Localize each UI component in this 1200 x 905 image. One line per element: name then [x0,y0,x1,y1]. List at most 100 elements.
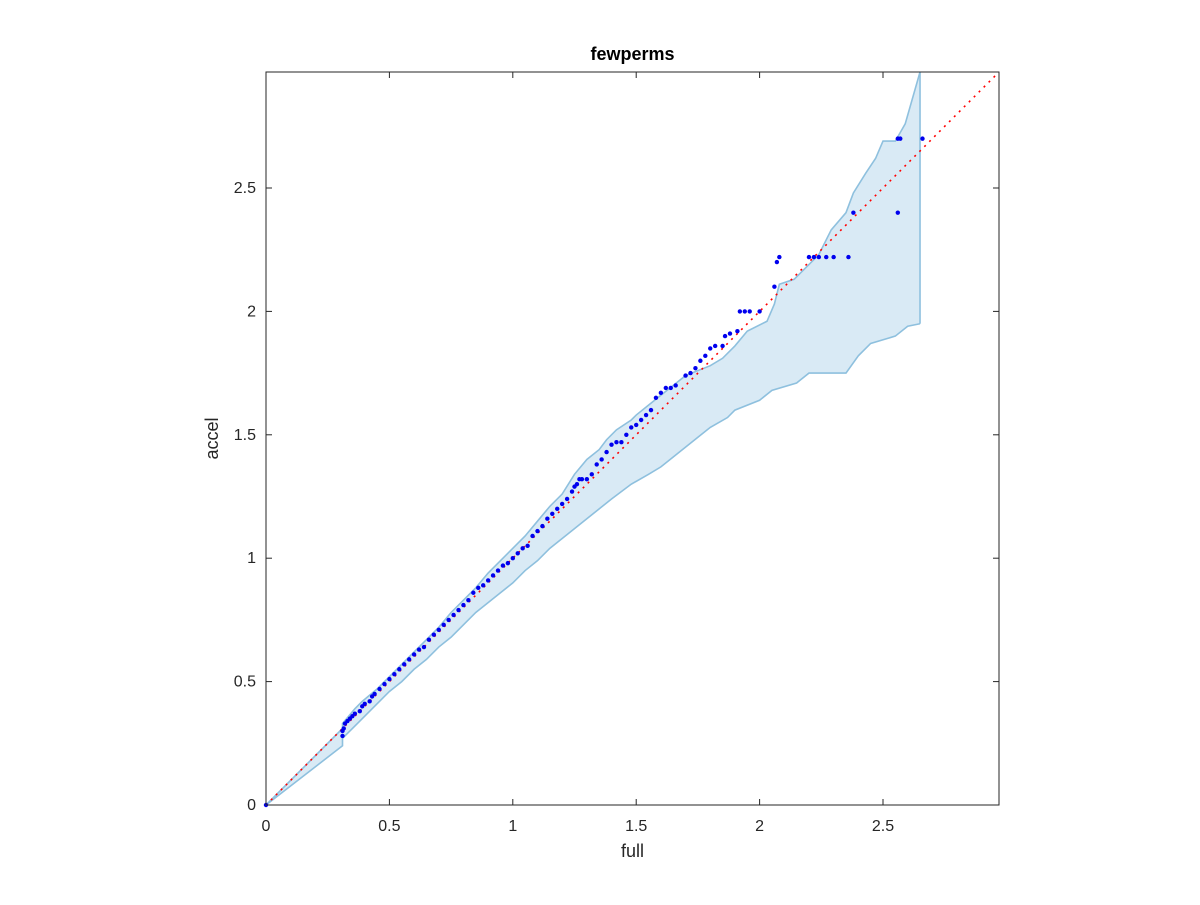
data-point [480,583,486,588]
data-point [387,676,392,682]
data-point [579,477,585,482]
data-point [589,472,594,477]
x-tick-label: 0.5 [378,818,400,835]
data-point [727,331,733,336]
data-point [653,395,659,400]
data-point [559,501,565,507]
data-point [341,726,346,731]
data-point [535,528,540,534]
data-point [604,449,609,455]
data-point [471,590,476,595]
data-point [688,370,693,376]
data-point [510,555,516,561]
data-point [476,585,481,591]
confidence-band-fill [266,72,921,805]
data-point [683,373,688,378]
data-point [747,309,752,314]
data-point [668,385,673,391]
data-point [397,667,402,672]
data-point [648,407,654,413]
confidence-band-layer [265,71,921,806]
data-point [757,309,762,314]
confidence-band-upper [265,71,921,806]
reference-line-layer [265,71,1000,806]
data-point [367,699,372,704]
data-point [372,691,377,697]
data-point [466,597,471,603]
data-point [584,477,590,482]
data-point [619,440,624,445]
data-point [895,210,901,215]
data-point [703,353,708,359]
data-point [772,284,777,289]
data-point [806,254,812,260]
y-tick-label: 2.5 [234,180,256,197]
data-point [624,432,629,437]
data-point [673,383,678,388]
data-point [643,412,649,418]
data-point [461,602,466,608]
data-point [698,358,703,363]
data-point [722,333,728,339]
data-point [416,647,422,652]
x-tick-label: 2.5 [872,818,894,835]
data-point [811,254,817,260]
data-point [638,417,644,423]
data-point [737,309,743,314]
data-point [920,136,925,141]
data-point [402,662,407,667]
x-tick-label: 2 [755,818,764,835]
data-point [735,328,740,334]
data-point [377,686,382,692]
y-tick-label: 1 [247,550,256,567]
data-point [574,481,580,487]
data-point [451,612,456,618]
data-point [505,560,511,566]
data-point [436,627,441,632]
data-point [569,489,575,494]
data-point [777,254,782,260]
y-tick-label: 1.5 [234,427,256,444]
axes-box [265,71,1000,806]
data-point [708,346,713,351]
y-tick-label: 0 [247,797,256,814]
data-point [564,496,570,502]
ticks-layer: 0 0.5 1 1.5 2 2.5 0 0.5 1 1.5 2 2.5 [234,72,999,835]
data-point [599,457,604,462]
data-point [693,365,698,371]
data-point [629,425,634,430]
data-point [555,506,560,512]
data-point [426,637,432,642]
confidence-band-lower [265,322,921,806]
data-point [441,622,446,628]
data-point [550,511,555,516]
data-point [742,309,747,314]
data-point [382,681,387,687]
data-point [485,578,491,583]
data-point [831,254,836,260]
x-tick-label: 1 [508,818,517,835]
data-point [530,533,535,539]
data-point [392,671,397,677]
data-point [609,442,614,447]
data-point [515,551,520,556]
y-tick-label: 2 [247,303,256,320]
data-point [614,440,619,445]
data-point [411,652,417,657]
data-point [446,617,451,623]
data-point [712,343,718,349]
data-point [545,516,550,521]
x-tick-label: 0 [262,818,271,835]
data-point [663,385,669,391]
x-axis-label: full [621,841,644,861]
data-point [824,254,829,260]
data-point [774,259,780,265]
data-point [500,563,506,568]
x-tick-label: 1.5 [625,818,647,835]
data-point [406,657,412,662]
data-point [490,573,496,578]
data-point [495,568,501,573]
data-point [421,644,427,650]
data-point [340,733,345,739]
